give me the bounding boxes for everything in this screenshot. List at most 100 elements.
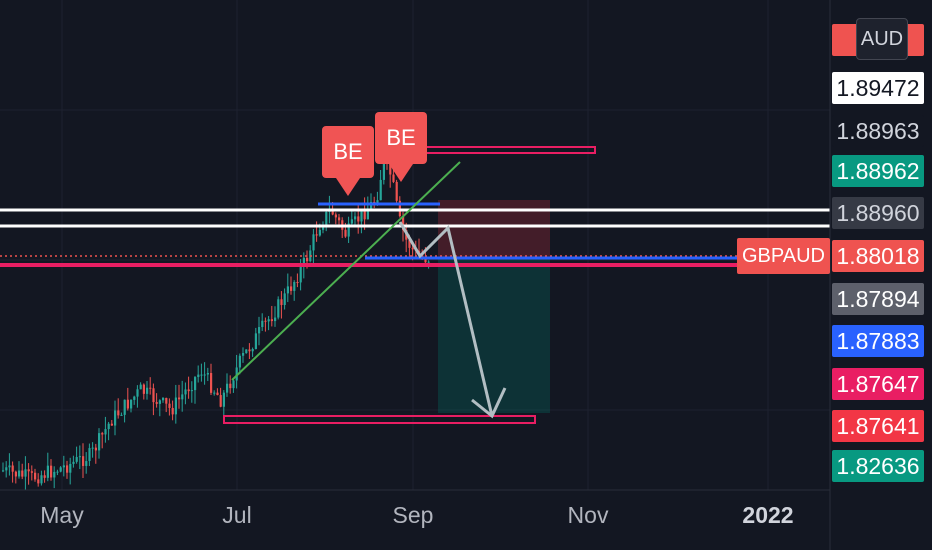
candle-body [421, 255, 424, 257]
candle-body [347, 223, 350, 237]
candle-body [120, 414, 123, 416]
price-tag-7: 1.87883 [832, 325, 924, 357]
candle-body [56, 471, 59, 473]
price-tag-10: 1.82636 [832, 450, 924, 482]
candle-body [302, 257, 305, 267]
candle-body [235, 367, 238, 381]
candle-body [101, 433, 104, 435]
candle-body [293, 282, 296, 291]
candle-body [66, 465, 69, 473]
symbol-label: GBPAUD [737, 238, 830, 274]
candle-body [2, 470, 5, 472]
be-annotation-2[interactable]: BE [375, 112, 427, 182]
candle-body [165, 397, 168, 404]
price-tag-9: 1.87641 [832, 410, 924, 442]
candle-body [312, 234, 315, 251]
candle-body [274, 317, 277, 322]
candle-body [283, 293, 286, 306]
candle-body [408, 239, 411, 248]
candle-body [194, 377, 197, 391]
candle-body [158, 400, 161, 404]
candle-body [85, 461, 88, 466]
projection-path[interactable] [398, 221, 494, 417]
candle-body [30, 471, 33, 473]
candle-body [213, 392, 216, 394]
price-tag-3: 1.88962 [832, 155, 924, 187]
candle-body [168, 403, 171, 408]
candle-body [306, 257, 309, 262]
candle-body [18, 470, 21, 477]
candle-body [133, 396, 136, 400]
candle-body [254, 333, 257, 350]
short-position-target-zone[interactable] [438, 258, 550, 413]
candle-body [248, 349, 251, 352]
projection-arrowhead [471, 387, 507, 419]
candle-body [229, 383, 232, 389]
candle-body [184, 389, 187, 395]
candle-body [261, 320, 264, 328]
candle-body [5, 467, 8, 471]
candle-body [216, 392, 219, 396]
trendline[interactable] [231, 161, 461, 381]
candle-body [200, 374, 203, 376]
be-annotation-1[interactable]: BE [322, 126, 374, 196]
candle-body [130, 399, 133, 409]
candle-body [395, 181, 398, 201]
candle-body [46, 465, 49, 478]
candle-body [178, 397, 181, 400]
price-tag-8: 1.87647 [832, 368, 924, 400]
candle-body [203, 374, 206, 376]
price-tag-6: 1.87894 [832, 283, 924, 315]
candle-body [264, 320, 267, 322]
price-tag-2: 1.88963 [832, 115, 924, 147]
candle-body [258, 327, 261, 334]
candle-body [251, 349, 254, 352]
currency-button[interactable]: AUD [856, 18, 908, 60]
candle-body [290, 286, 293, 291]
candle-body [190, 390, 193, 392]
candle-body [98, 433, 101, 451]
x-tick-2022: 2022 [742, 502, 794, 528]
candle-body [142, 384, 145, 394]
candle-body [53, 471, 56, 478]
candle-body [149, 387, 152, 389]
candle-body [174, 397, 177, 415]
candle-body [117, 410, 120, 416]
candle-body [126, 399, 129, 409]
candle-body [187, 389, 190, 392]
price-tag-4: 1.88960 [832, 197, 924, 229]
candle-body [280, 299, 283, 306]
candle-body [360, 209, 363, 222]
candlestick-series [2, 155, 430, 491]
candle-body [357, 216, 360, 222]
candle-body [27, 469, 30, 472]
candle-body [338, 217, 341, 221]
candle-body [104, 429, 107, 435]
candle-body [379, 179, 382, 201]
candle-body [210, 373, 213, 393]
candle-body [75, 457, 78, 462]
candle-body [24, 469, 27, 477]
candle-body [181, 394, 184, 400]
candle-body [155, 402, 158, 404]
candle-body [286, 286, 289, 294]
candle-body [110, 423, 113, 426]
candle-body [325, 211, 328, 227]
x-tick-jul: Jul [222, 502, 252, 528]
target-box[interactable] [223, 415, 536, 424]
price-tag-5: 1.88018 [832, 240, 924, 272]
candle-body [270, 319, 273, 322]
candle-body [245, 349, 248, 354]
x-tick-may: May [40, 502, 84, 528]
candle-body [382, 161, 385, 180]
candle-body [318, 229, 321, 236]
candle-body [222, 392, 225, 407]
candle-body [11, 465, 14, 472]
candle-body [59, 467, 62, 472]
candle-body [114, 410, 117, 426]
candle-body [370, 201, 373, 210]
candle-body [94, 447, 97, 451]
candle-body [354, 216, 357, 220]
candle-body [62, 465, 65, 468]
